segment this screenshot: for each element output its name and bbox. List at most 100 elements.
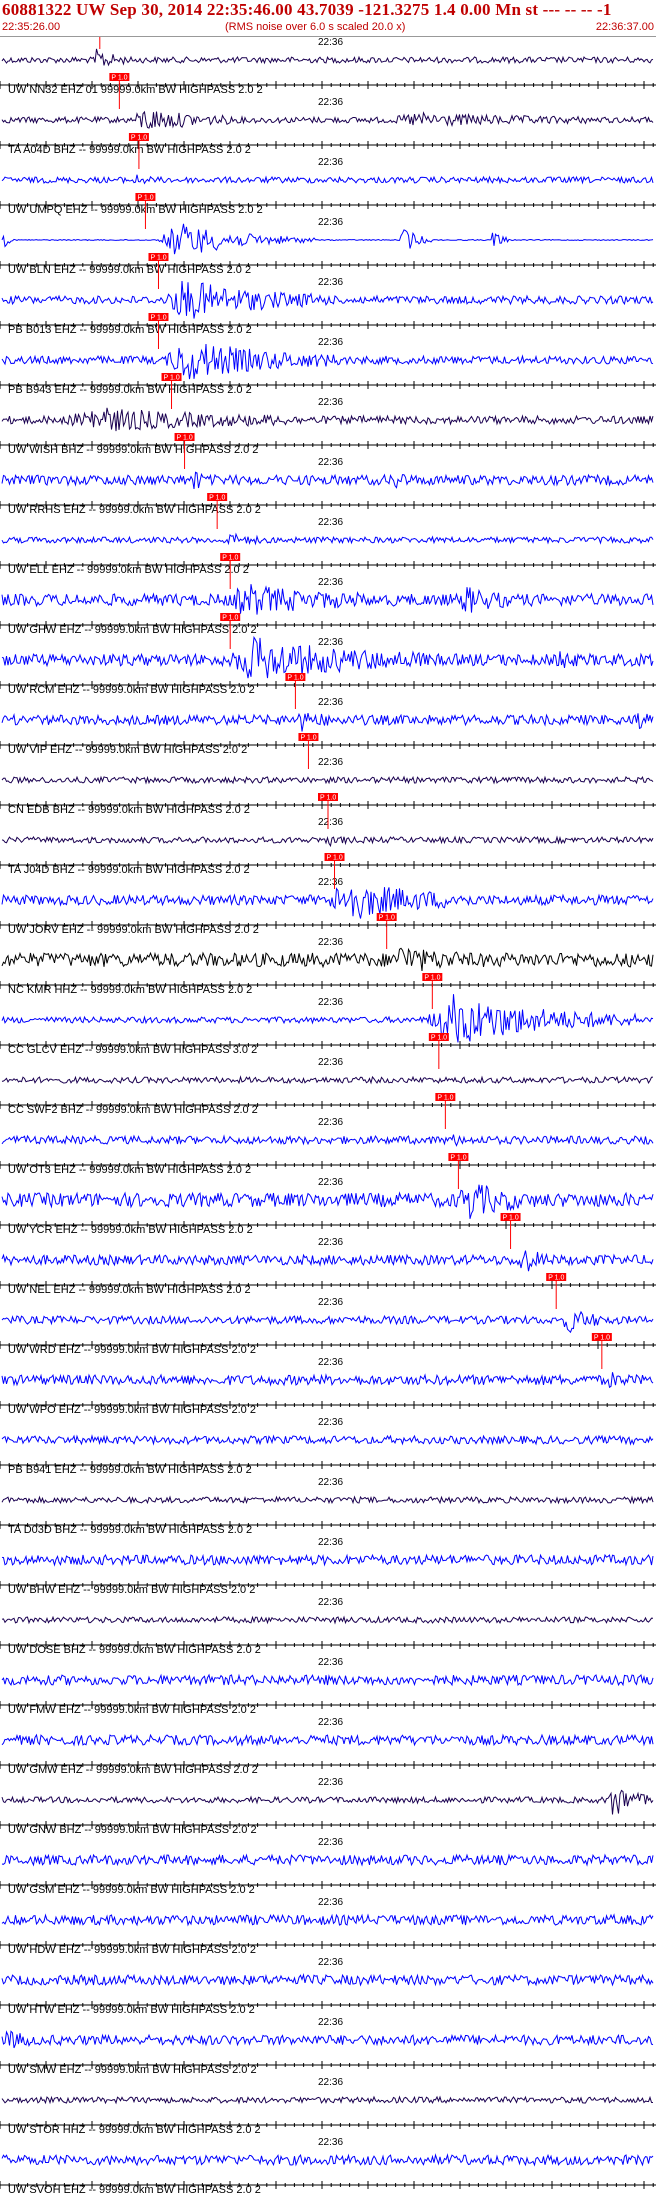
station-label: UW GNW BHZ -- 99999.0km BW HIGHPASS 2.0 …: [8, 1824, 257, 1836]
waveform: [1, 1853, 654, 1867]
time-mark-label: 22:36: [318, 1597, 343, 1608]
pick-label: P 1.0: [450, 1155, 466, 1162]
event-title: 60881322 UW Sep 30, 2014 22:35:46.00 43.…: [2, 0, 612, 19]
pick-label: P 1.0: [424, 975, 440, 982]
time-mark-label: 22:36: [318, 2017, 343, 2028]
waveform: [1, 635, 654, 679]
time-mark-label: 22:36: [318, 517, 343, 528]
station-label: UW FMW EHZ -- 99999.0km BW HIGHPASS 2.0 …: [8, 1704, 256, 1716]
time-mark-label: 22:36: [318, 397, 343, 408]
pick-label: P 1.0: [379, 915, 395, 922]
waveform: [1, 1733, 654, 1747]
waveform: [1, 407, 654, 432]
end-time-label: 22:36:37.00: [595, 21, 654, 33]
waveform: [1, 2095, 654, 2105]
time-mark-label: 22:36: [318, 1717, 343, 1728]
trace-row: 22:36 P 1.0 UW VIP EHZ -- 99999.0km BW HIG…: [0, 673, 656, 756]
station-label: UW GHW EHZ -- 99999.0km BW HIGHPASS 2.0 …: [8, 624, 257, 636]
pick-label: P 1.0: [327, 855, 343, 862]
trace-row: 22:36 P 1.0 UW WRD EHZ -- 99999.0km BW HIG…: [0, 1273, 656, 1356]
pick-box: [435, 1093, 456, 1101]
time-mark-label: 22:36: [318, 1477, 343, 1488]
waveform: [1, 835, 654, 848]
trace-row: 22:36 P 1.0 PB B943 EHZ -- 99999.0km BW HI…: [0, 313, 656, 396]
trace-row: 22:36 UW SVOH EHZ -- 99999.0km BW HIGHPAS…: [0, 2137, 656, 2196]
pick-box: [148, 253, 169, 261]
time-mark-label: 22:36: [318, 1237, 343, 1248]
time-mark-label: 22:36: [318, 337, 343, 348]
trace-row: 22:36 P 1.0 UW GHW EHZ -- 99999.0km BW HIG…: [0, 553, 656, 636]
trace-row: 22:36 UW FMW EHZ -- 99999.0km BW HIGHPASS…: [0, 1657, 656, 1716]
waveform: [1, 532, 654, 546]
time-mark-label: 22:36: [318, 997, 343, 1008]
pick-box: [546, 1273, 567, 1281]
time-mark-label: 22:36: [318, 37, 343, 48]
time-mark-label: 22:36: [318, 2137, 343, 2148]
station-label: UW WISH BHZ -- 99999.0km BW HIGHPASS 2.0…: [8, 444, 258, 456]
trace-row: 22:36 P 1.0 UW RCM EHZ -- 99999.0km BW HIG…: [0, 613, 656, 696]
waveform: [1, 994, 654, 1043]
pick-label: P 1.0: [548, 1275, 564, 1282]
trace-row: 22:36 P 1.0 UW WISH BHZ -- 99999.0km BW HI…: [0, 373, 656, 456]
pick-box: [318, 793, 338, 801]
trace-row: 22:36 UW HTW EHZ -- 99999.0km BW HIGHPASS…: [0, 1957, 656, 2016]
station-label: PB B943 EHZ -- 99999.0km BW HIGHPASS 2.0…: [8, 384, 252, 396]
pick-label: P 1.0: [150, 255, 166, 262]
waveform: [1, 1372, 654, 1389]
pick-box: [422, 973, 443, 981]
trace-row: 22:36 P 1.0 UW BLN EHZ -- 99999.0km BW HIG…: [0, 193, 656, 276]
station-label: UW OT3 EHZ -- 99999.0km BW HIGHPASS 2.0 …: [8, 1164, 251, 1176]
pick-label: P 1.0: [222, 555, 238, 562]
pick-box: [148, 313, 169, 321]
trace-row: 22:36 UW GSM EHZ -- 99999.0km BW HIGHPASS…: [0, 1837, 656, 1896]
waveform: [1, 1250, 654, 1272]
pick-label: P 1.0: [177, 435, 193, 442]
trace-row: 22:36 UW HDW EHZ -- 99999.0km BW HIGHPASS…: [0, 1897, 656, 1956]
station-label: CC SWF2 BHZ -- 99999.0km BW HIGHPASS 2.0…: [8, 1104, 258, 1116]
station-label: CN EDB BHZ -- 99999.0km BW HIGHPASS 2.0 …: [8, 804, 250, 816]
pick-box: [220, 613, 241, 621]
station-label: UW VIP EHZ -- 99999.0km BW HIGHPASS 2.0 …: [8, 744, 247, 756]
trace-row: 22:36 P 1.0 UW UMPQ EHZ -- 99999.0km BW HI…: [0, 133, 656, 216]
trace-row: 22:36 P 1.0 PB B013 EHZ -- 99999.0km BW HI…: [0, 253, 656, 336]
trace-row: 22:36 P 1.0 UW NEL EHZ -- 99999.0km BW HIG…: [0, 1213, 656, 1296]
waveform: [1, 1973, 654, 1987]
time-mark-label: 22:36: [318, 2077, 343, 2088]
time-mark-label: 22:36: [318, 1177, 343, 1188]
waveform: [1, 1495, 654, 1505]
trace-row: 22:36 UW BHW EHZ -- 99999.0km BW HIGHPASS…: [0, 1537, 656, 1596]
station-label: UW HTW EHZ -- 99999.0km BW HIGHPASS 2.0 …: [8, 2004, 255, 2016]
pick-box: [174, 433, 195, 441]
station-label: TA A04D BHZ -- 99999.0km BW HIGHPASS 2.0…: [8, 144, 251, 156]
trace-row: 22:36 UW STOR HHZ -- 99999.0km BW HIGHPAS…: [0, 2077, 656, 2136]
trace-row: 22:36 UW GNW BHZ -- 99999.0km BW HIGHPASS…: [0, 1777, 656, 1836]
time-mark-label: 22:36: [318, 1537, 343, 1548]
station-label: PB B941 EHZ -- 99999.0km BW HIGHPASS 2.0…: [8, 1464, 252, 1476]
trace-row: 22:36 P 1.0 CC SWF2 BHZ -- 99999.0km BW HI…: [0, 1033, 656, 1116]
pick-box: [220, 553, 241, 561]
time-mark-label: 22:36: [318, 457, 343, 468]
pick-box: [324, 853, 345, 861]
pick-label: P 1.0: [503, 1215, 519, 1222]
station-label: UW BHW EHZ -- 99999.0km BW HIGHPASS 2.0 …: [8, 1584, 255, 1596]
station-label: NC KMR HHZ -- 99999.0km BW HIGHPASS 2.0 …: [8, 984, 252, 996]
waveform: [1, 947, 654, 972]
time-mark-label: 22:36: [318, 1297, 343, 1308]
pick-box: [109, 73, 130, 81]
pick-box: [428, 1033, 449, 1041]
trace-row: 22:36 P 1.0 UW NN32 EHZ 01 99999.0km BW HI…: [0, 37, 656, 96]
pick-label: P 1.0: [437, 1095, 453, 1102]
time-mark-label: 22:36: [318, 577, 343, 588]
seismogram-panel: 22:36 P 1.0 UW NN32 EHZ 01 99999.0km BW HI…: [0, 37, 656, 2196]
waveform: [1, 584, 654, 615]
station-label: UW NEL EHZ -- 99999.0km BW HIGHPASS 2.0 …: [8, 1284, 251, 1296]
pick-label: P 1.0: [111, 75, 127, 82]
waveform: [1, 174, 654, 185]
station-label: UW ELL EHZ -- 99999.0km BW HIGHPASS 2.0 …: [8, 564, 249, 576]
pick-box: [500, 1213, 521, 1221]
pick-box: [591, 1333, 612, 1341]
station-label: UW WPO EHZ -- 99999.0km BW HIGHPASS 2.0 …: [8, 1404, 256, 1416]
pick-label: P 1.0: [431, 1035, 447, 1042]
station-label: TA D03D BHZ -- 99999.0km BW HIGHPASS 2.0…: [8, 1524, 252, 1536]
waveform: [1, 223, 654, 255]
